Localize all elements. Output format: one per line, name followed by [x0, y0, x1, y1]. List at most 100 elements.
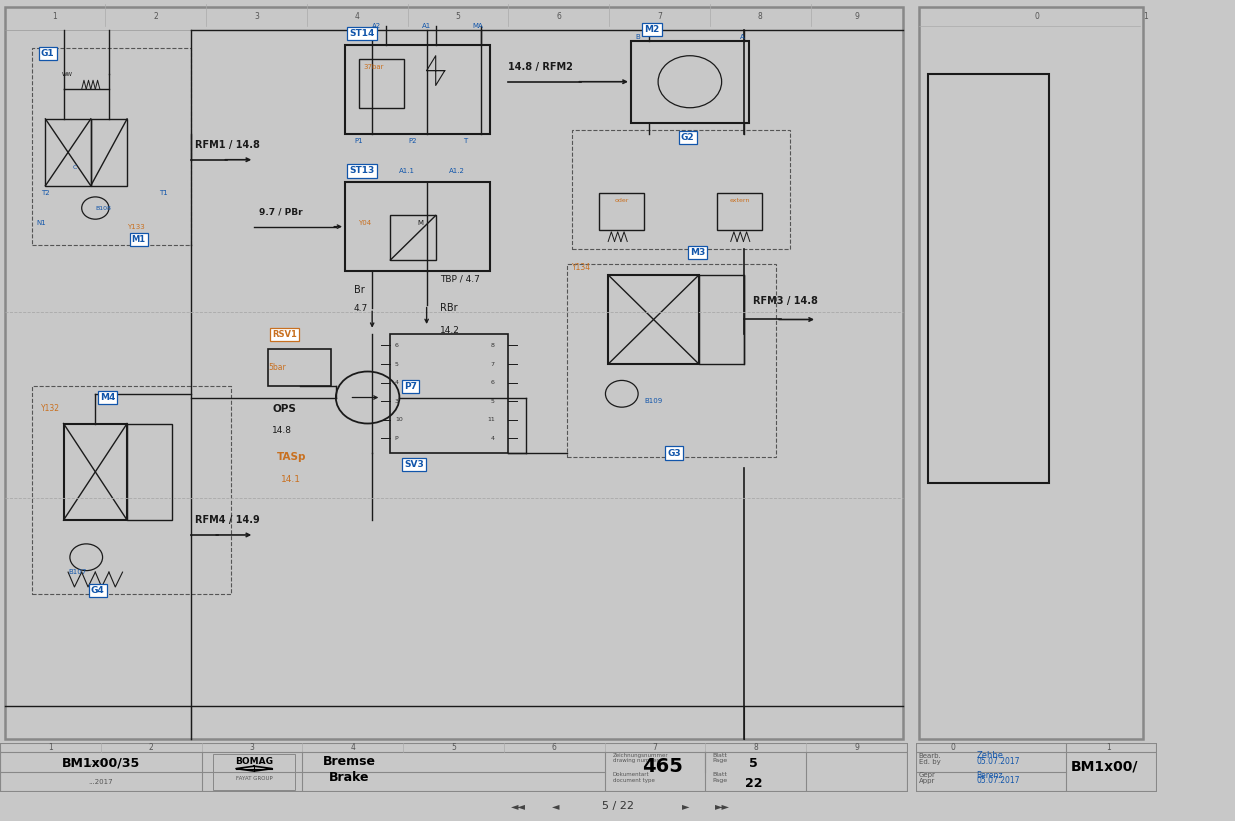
- Bar: [608, 275, 699, 364]
- Text: Blatt: Blatt: [713, 754, 727, 759]
- Text: 1: 1: [1142, 11, 1147, 21]
- Text: G3: G3: [667, 449, 680, 458]
- Text: 3: 3: [395, 399, 399, 404]
- Bar: [390, 215, 436, 260]
- Text: ◄: ◄: [552, 801, 559, 811]
- Bar: [929, 74, 1049, 483]
- Text: 5bar: 5bar: [268, 363, 285, 372]
- Bar: [63, 424, 127, 521]
- Text: Br: Br: [354, 285, 364, 295]
- Text: 22: 22: [745, 777, 762, 790]
- Text: Gepr: Gepr: [919, 772, 936, 778]
- Text: 5 / 22: 5 / 22: [601, 801, 634, 811]
- Text: 14.8 / RFM2: 14.8 / RFM2: [509, 62, 573, 72]
- Text: ►: ►: [682, 801, 689, 811]
- Text: 14.8: 14.8: [273, 426, 293, 435]
- Text: B109: B109: [645, 398, 663, 404]
- Text: M3: M3: [690, 248, 705, 257]
- Text: Ed. by: Ed. by: [919, 759, 941, 764]
- Text: 37bar: 37bar: [363, 64, 384, 70]
- Text: BM1x00/: BM1x00/: [1071, 759, 1137, 773]
- Text: RSV1: RSV1: [273, 330, 298, 339]
- Text: RFM4 / 14.9: RFM4 / 14.9: [195, 515, 259, 525]
- Text: G1: G1: [41, 49, 54, 58]
- Text: M2: M2: [645, 25, 659, 34]
- Text: B107: B107: [68, 569, 86, 576]
- Text: Zehbe: Zehbe: [977, 751, 1004, 760]
- Text: 9: 9: [855, 11, 860, 21]
- Text: ST13: ST13: [350, 167, 374, 176]
- Text: 5: 5: [490, 399, 495, 404]
- Bar: [46, 119, 91, 186]
- Bar: [345, 182, 490, 271]
- Text: G4: G4: [91, 586, 105, 595]
- Text: T1: T1: [159, 190, 168, 196]
- Text: A1.1: A1.1: [399, 167, 415, 174]
- Text: 5: 5: [395, 361, 399, 366]
- Text: 1: 1: [48, 743, 53, 752]
- Text: M: M: [417, 220, 424, 226]
- Text: T2: T2: [41, 190, 49, 196]
- Text: Berenz: Berenz: [977, 771, 1003, 779]
- Text: Brake: Brake: [330, 771, 369, 784]
- Text: 6: 6: [556, 11, 561, 21]
- Bar: [214, 754, 295, 790]
- Text: 6: 6: [552, 743, 557, 752]
- Text: C: C: [73, 165, 77, 170]
- Text: document type: document type: [613, 778, 655, 783]
- Text: 05.07.2017: 05.07.2017: [977, 777, 1020, 786]
- Text: P: P: [395, 436, 399, 441]
- Text: Y04: Y04: [358, 220, 372, 226]
- Text: 5: 5: [456, 11, 461, 21]
- Text: A2: A2: [372, 23, 382, 29]
- Text: ST14: ST14: [350, 29, 375, 38]
- Text: oder: oder: [615, 198, 629, 203]
- Bar: [345, 44, 490, 134]
- Text: B: B: [635, 34, 640, 40]
- Bar: [572, 130, 789, 249]
- Text: extern: extern: [730, 198, 750, 203]
- Text: Dokumentart: Dokumentart: [613, 772, 650, 777]
- Text: WW: WW: [62, 71, 73, 77]
- Text: Bremse: Bremse: [324, 755, 375, 768]
- Bar: [127, 424, 173, 521]
- Text: 5: 5: [750, 757, 758, 770]
- Text: 465: 465: [642, 757, 683, 776]
- Text: 7: 7: [490, 361, 495, 366]
- Text: M4: M4: [100, 393, 115, 402]
- Text: Appr: Appr: [919, 778, 935, 784]
- Text: TASp: TASp: [277, 452, 306, 462]
- Text: P2: P2: [409, 138, 417, 144]
- Text: 8: 8: [490, 343, 495, 348]
- Text: A1: A1: [422, 23, 431, 29]
- Text: ◄◄: ◄◄: [511, 801, 526, 811]
- Text: Page: Page: [713, 758, 727, 763]
- Text: Zeichnungsnummer: Zeichnungsnummer: [613, 754, 668, 759]
- Text: 4: 4: [351, 743, 356, 752]
- Text: RFM1 / 14.8: RFM1 / 14.8: [195, 140, 261, 150]
- Text: OPS: OPS: [273, 404, 296, 414]
- Text: 11: 11: [487, 417, 495, 422]
- Bar: [599, 193, 645, 231]
- Text: 9: 9: [855, 743, 860, 752]
- Bar: [699, 275, 745, 364]
- Bar: [32, 48, 190, 245]
- Text: Y134: Y134: [572, 263, 592, 272]
- Text: T: T: [463, 138, 467, 144]
- Text: N1: N1: [36, 220, 46, 226]
- Text: 5: 5: [451, 743, 456, 752]
- Text: 1: 1: [1107, 743, 1112, 752]
- Text: 3: 3: [254, 11, 259, 21]
- Text: 8: 8: [758, 11, 762, 21]
- Text: B108: B108: [95, 205, 111, 210]
- Text: FAYAT GROUP: FAYAT GROUP: [236, 776, 273, 781]
- Text: 0: 0: [1035, 11, 1039, 21]
- Text: 9.7 / PBr: 9.7 / PBr: [258, 207, 303, 216]
- Text: SV3: SV3: [404, 460, 424, 469]
- Bar: [390, 334, 509, 453]
- Text: drawing number: drawing number: [613, 758, 658, 763]
- Text: RFM3 / 14.8: RFM3 / 14.8: [753, 296, 819, 306]
- Text: P7: P7: [404, 382, 417, 391]
- Bar: [718, 193, 762, 231]
- Bar: [567, 264, 776, 457]
